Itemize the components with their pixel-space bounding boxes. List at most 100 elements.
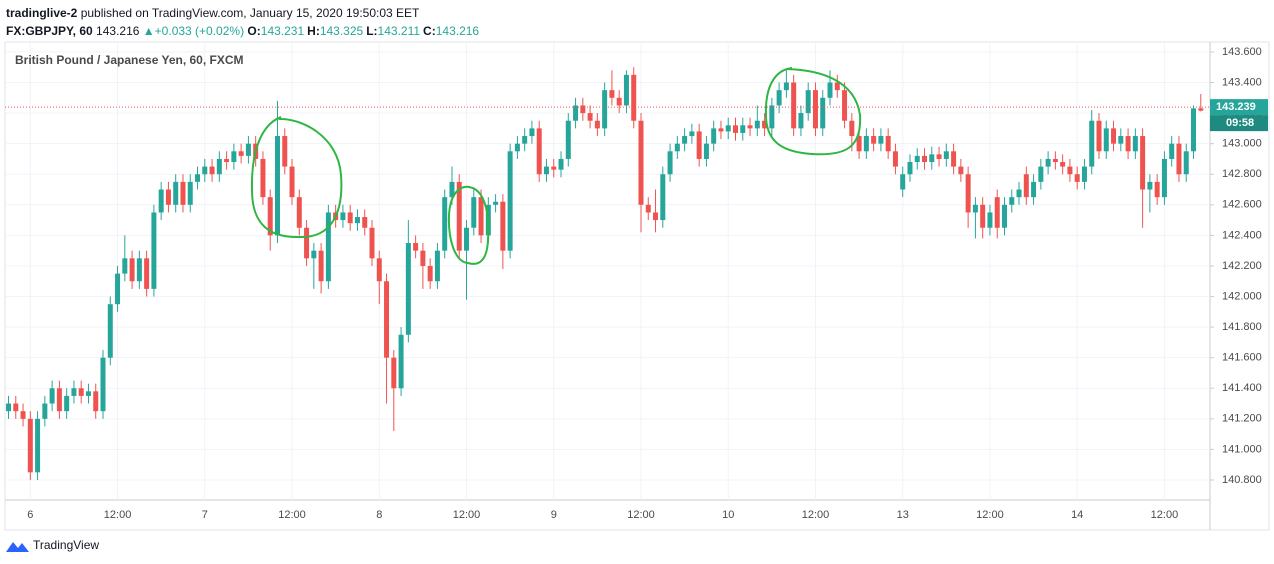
candle-body [347, 212, 353, 224]
candle-body [1111, 128, 1117, 144]
candle-body [27, 418, 33, 473]
candle-body [384, 281, 390, 358]
candle-body [820, 97, 826, 129]
chart-title: British Pound / Japanese Yen, 60, FXCM [15, 53, 244, 67]
candle-body [136, 258, 142, 282]
candle-body [165, 189, 171, 205]
ohlc-label: O: [247, 24, 261, 38]
candle-body [863, 136, 869, 152]
symbol: FX:GBPJPY, 60 [6, 24, 93, 38]
published: published on TradingView.com, January 15… [80, 6, 420, 20]
candle-body [456, 181, 462, 251]
candle-body [1183, 151, 1189, 175]
price: 143.216 [96, 24, 140, 38]
candle-body [180, 181, 186, 205]
candle-body [304, 227, 310, 259]
candle-body [682, 136, 688, 144]
y-tick-label: 141.800 [1222, 321, 1262, 333]
y-tick-label: 142.000 [1222, 290, 1262, 302]
ohlc-value: 143.325 [319, 24, 364, 38]
candle-body [943, 151, 949, 159]
candle-body [1067, 166, 1073, 175]
candle-body [398, 334, 404, 389]
candle-body [1052, 158, 1058, 163]
candle-body [85, 391, 91, 396]
ohlc-label: C: [423, 24, 436, 38]
candle-body [187, 181, 193, 205]
candle-body [1140, 136, 1146, 190]
candle-body [1169, 143, 1175, 159]
candle-body [195, 174, 201, 182]
candle-body [362, 217, 368, 228]
logo-icon [6, 542, 29, 552]
candle-body [885, 136, 891, 152]
candle-body [994, 197, 1000, 228]
candle-body [529, 128, 535, 137]
candle-body [871, 136, 877, 144]
candle-body [1001, 204, 1007, 228]
candle-body [42, 403, 48, 419]
candle-body [209, 166, 215, 175]
candle-body [1154, 181, 1160, 198]
candle-body [776, 90, 782, 106]
countdown-label: 09:58 [1226, 117, 1254, 129]
candle-body [1132, 136, 1138, 152]
y-tick-label: 143.400 [1222, 76, 1262, 88]
x-tick-label: 12:00 [104, 509, 132, 521]
candle-body [987, 212, 993, 228]
candle-body [100, 357, 106, 412]
candle-body [667, 151, 673, 175]
candle-body [144, 258, 150, 289]
candle-body [56, 388, 62, 412]
candle-body [1191, 108, 1197, 152]
y-tick-label: 142.600 [1222, 199, 1262, 211]
y-tick-label: 143.000 [1222, 138, 1262, 150]
candle-body [972, 204, 978, 213]
ohlc-value: 143.211 [377, 24, 421, 38]
candle-body [849, 120, 855, 137]
footer-logo: TradingView [6, 538, 99, 552]
candle-body [434, 250, 440, 282]
candle-body [747, 125, 753, 129]
candle-body [6, 403, 11, 412]
candle-body [565, 120, 571, 159]
candle-body [1038, 166, 1044, 182]
frame [4, 41, 1270, 531]
header: tradinglive-2 published on TradingView.c… [6, 4, 482, 40]
candle-body [587, 113, 593, 121]
ohlc: O:143.231 H:143.325 L:143.211 C:143.216 [247, 24, 482, 38]
header-line-2: FX:GBPJPY, 60 143.216 ▲+0.033 (+0.02%) O… [6, 22, 482, 40]
candle-body [623, 74, 629, 106]
candle-body [536, 128, 542, 175]
candle-body [1118, 136, 1124, 144]
candle-body [427, 265, 433, 282]
candle-body [442, 197, 448, 251]
candle-body [151, 212, 157, 289]
candle-body [1147, 181, 1153, 190]
candle-body [689, 131, 695, 137]
candle-body [1060, 162, 1066, 167]
candle-body [245, 143, 251, 156]
candle-body [609, 90, 615, 98]
candle-body [805, 90, 811, 114]
y-tick-label: 141.600 [1222, 352, 1262, 364]
candle-body [260, 158, 266, 198]
candle-body [616, 97, 622, 106]
candle-body [754, 120, 760, 129]
x-tick-label: 10 [722, 509, 734, 521]
candle-body [115, 273, 121, 305]
x-tick-label: 12:00 [278, 509, 306, 521]
x-tick-label: 9 [551, 509, 557, 521]
y-tick-label: 140.800 [1222, 474, 1262, 486]
y-tick-label: 142.800 [1222, 168, 1262, 180]
candle-body [354, 217, 360, 224]
candle-body [35, 418, 41, 473]
candle-body [405, 243, 411, 335]
candle-body [936, 154, 942, 159]
candle-body [107, 304, 113, 358]
last-price-label: 143.239 [1216, 101, 1256, 113]
candle-body [93, 391, 99, 412]
candle-body [674, 143, 680, 152]
candle-body [311, 250, 317, 259]
x-tick-label: 12:00 [802, 509, 830, 521]
